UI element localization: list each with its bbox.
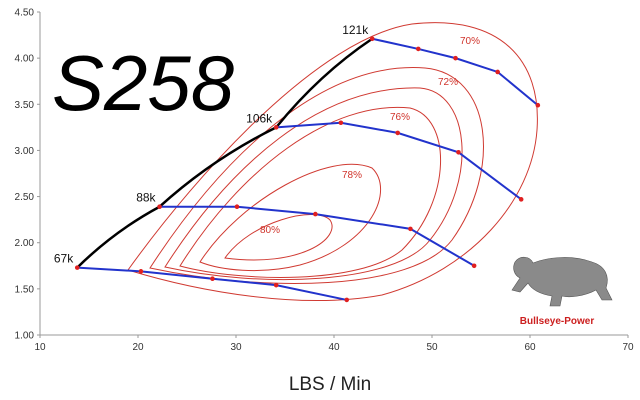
contour <box>199 163 382 272</box>
y-tick-label: 4.50 <box>15 8 35 19</box>
y-tick-label: 1.50 <box>15 284 35 295</box>
speed-point <box>313 211 318 217</box>
logo-text: Bullseye-Power <box>520 316 595 327</box>
y-tick-label: 1.00 <box>15 331 35 342</box>
speed-point <box>234 204 240 210</box>
speed-point <box>415 46 421 52</box>
y-tick-label: 3.00 <box>15 146 35 157</box>
speed-point <box>210 276 215 282</box>
surge-line <box>76 37 373 269</box>
logo: Bullseye-Power <box>511 256 613 327</box>
x-tick-label: 70 <box>622 342 634 353</box>
speed-point <box>369 36 375 42</box>
y-tick-label: 2.50 <box>15 192 35 203</box>
speed-point <box>495 69 500 75</box>
efficiency-label: 80% <box>260 225 280 236</box>
y-tick-label: 4.00 <box>15 54 35 65</box>
efficiency-label: 78% <box>342 170 362 181</box>
speed-label: 67k <box>54 252 74 266</box>
speed-point <box>74 265 80 270</box>
contour <box>164 87 463 281</box>
speed-point <box>408 226 413 232</box>
speed-point <box>338 120 344 126</box>
speed-point <box>518 197 524 202</box>
x-tick-label: 10 <box>34 342 46 353</box>
x-tick-label: 60 <box>524 342 536 353</box>
speed-label: 106k <box>246 111 273 125</box>
efficiency-label: 70% <box>460 36 480 47</box>
x-tick-label: 30 <box>230 342 242 353</box>
chart-title: S258 <box>52 39 234 127</box>
speed-line <box>372 37 539 106</box>
speed-point <box>395 130 401 136</box>
logo-bull <box>511 256 613 307</box>
contour <box>224 214 333 261</box>
x-tick-label: 50 <box>426 342 438 353</box>
contour <box>179 106 441 278</box>
speed-label: 121k <box>342 23 369 37</box>
contour <box>127 22 538 301</box>
speed-label: 88k <box>136 191 156 205</box>
y-tick-label: 2.00 <box>15 238 35 249</box>
speed-point <box>273 282 279 288</box>
efficiency-label: 76% <box>390 112 410 123</box>
speed-point <box>535 102 541 108</box>
x-tick-label: 20 <box>132 342 144 353</box>
speed-point <box>273 125 279 130</box>
speed-point <box>138 269 144 274</box>
speed-point <box>344 297 350 303</box>
x-tick-label: 40 <box>328 342 340 353</box>
speed-point <box>471 263 477 269</box>
speed-point <box>157 204 162 210</box>
speed-point <box>453 55 458 61</box>
y-tick-label: 3.50 <box>15 100 35 111</box>
efficiency-label: 72% <box>438 77 458 88</box>
x-axis-label: LBS / Min <box>289 374 371 395</box>
speed-point <box>456 149 461 155</box>
